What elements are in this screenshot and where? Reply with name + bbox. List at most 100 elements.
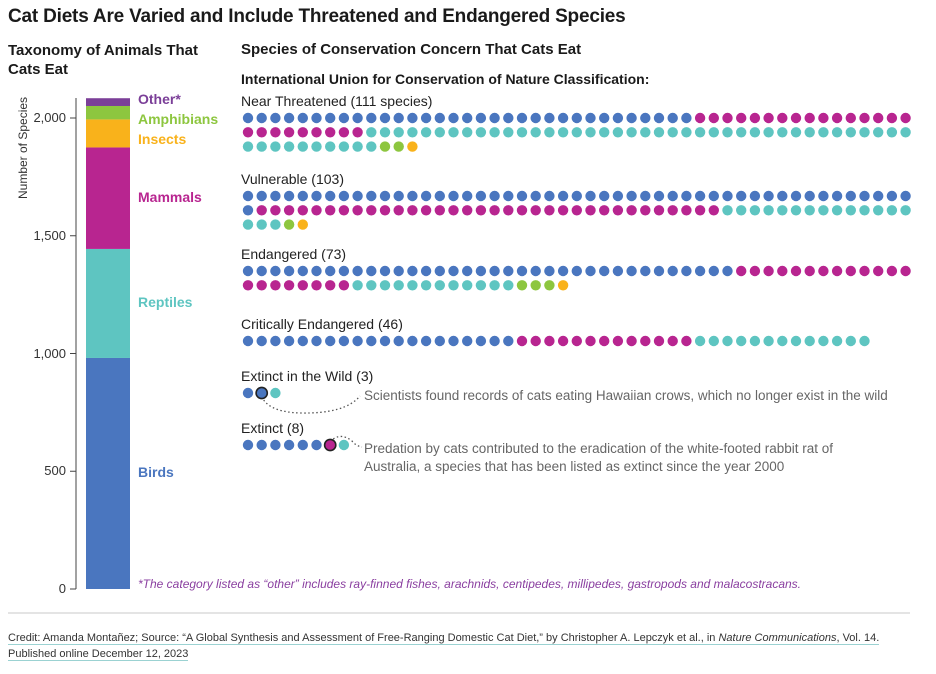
dot-endangered-insects [557, 280, 569, 291]
dot-endangered-birds [256, 265, 267, 277]
dot-critically-endangered-reptiles [831, 335, 843, 347]
dot-vulnerable-birds [325, 190, 336, 202]
dot-vulnerable-birds [653, 190, 665, 202]
dot-vulnerable-mammals [530, 205, 541, 216]
dot-near-threatened-reptiles [886, 127, 898, 138]
dot-vulnerable-reptiles [736, 205, 747, 216]
dot-near-threatened-birds [585, 112, 596, 124]
dot-vulnerable-birds [256, 190, 267, 202]
dot-critically-endangered-reptiles [845, 335, 856, 347]
dot-endangered-amphibians [544, 280, 555, 291]
dot-extinct-birds [283, 439, 295, 451]
dot-endangered-reptiles [366, 280, 377, 291]
dot-endangered-mammals [900, 265, 911, 277]
bar-segment-amphibians [86, 105, 130, 120]
dot-vulnerable-mammals [612, 205, 624, 216]
dot-near-threatened-mammals [708, 112, 719, 124]
segment-label-mammals: Mammals [138, 189, 202, 206]
dot-endangered-birds [462, 265, 473, 277]
dot-endangered-reptiles [448, 280, 459, 291]
dot-endangered-birds [366, 265, 377, 277]
dot-near-threatened-reptiles [407, 127, 418, 138]
dot-critically-endangered-mammals [667, 335, 678, 347]
dot-endangered-birds [270, 265, 281, 277]
dot-critically-endangered-birds [338, 335, 350, 347]
dot-near-threatened-birds [544, 112, 555, 124]
dot-endangered-birds [722, 265, 733, 277]
dot-vulnerable-mammals [694, 205, 706, 216]
dot-vulnerable-mammals [283, 205, 295, 216]
dot-endangered-birds [599, 265, 610, 277]
dot-endangered-mammals [242, 280, 254, 291]
dot-vulnerable-reptiles [256, 219, 267, 230]
dot-near-threatened-reptiles [393, 127, 404, 138]
group-label-critically-endangered-46: Critically Endangered (46) [241, 316, 403, 332]
dot-vulnerable-insects [297, 219, 308, 230]
dot-endangered-birds [585, 265, 596, 277]
dot-vulnerable-birds [722, 190, 733, 202]
dot-near-threatened-reptiles [763, 127, 774, 138]
dot-endangered-birds [612, 265, 624, 277]
taxonomy-title: Taxonomy of Animals That Cats Eat [8, 42, 199, 78]
dot-near-threatened-reptiles [708, 127, 719, 138]
dot-vulnerable-mammals [475, 205, 487, 216]
dot-vulnerable-birds [667, 190, 678, 202]
dot-vulnerable-mammals [448, 205, 459, 216]
dot-extinct-in-the-wild-birds [242, 387, 254, 399]
dot-near-threatened-mammals [873, 112, 884, 124]
dot-endangered-reptiles [475, 280, 487, 291]
dot-vulnerable-mammals [653, 205, 665, 216]
dot-vulnerable-reptiles [845, 205, 856, 216]
dot-critically-endangered-reptiles [763, 335, 774, 347]
dot-endangered-birds [448, 265, 459, 277]
dot-endangered-mammals [818, 265, 829, 277]
dot-endangered-birds [297, 265, 308, 277]
dot-vulnerable-birds [297, 190, 308, 202]
credit-journal: Nature Communications [718, 632, 837, 645]
dot-vulnerable-birds [448, 190, 459, 202]
dot-endangered-birds [640, 265, 651, 277]
dot-critically-endangered-reptiles [749, 335, 761, 347]
bar-segment-mammals [86, 147, 130, 249]
dot-critically-endangered-birds [407, 335, 418, 347]
dot-vulnerable-birds [585, 190, 596, 202]
dot-critically-endangered-reptiles [694, 335, 706, 347]
dot-vulnerable-birds [831, 190, 843, 202]
dot-critically-endangered-reptiles [722, 335, 733, 347]
dot-vulnerable-birds [886, 190, 898, 202]
dot-near-threatened-mammals [736, 112, 747, 124]
dot-near-threatened-mammals [749, 112, 761, 124]
dot-critically-endangered-mammals [544, 335, 555, 347]
dot-endangered-birds [503, 265, 514, 277]
dot-endangered-amphibians [516, 280, 528, 291]
dot-critically-endangered-mammals [653, 335, 665, 347]
dot-near-threatened-mammals [790, 112, 802, 124]
dot-near-threatened-mammals [694, 112, 706, 124]
dot-near-threatened-mammals [722, 112, 733, 124]
dot-near-threatened-mammals [325, 127, 336, 138]
dot-vulnerable-birds [242, 205, 254, 216]
dot-endangered-mammals [859, 265, 870, 277]
dot-near-threatened-reptiles [352, 141, 363, 152]
dot-vulnerable-birds [475, 190, 487, 202]
dot-critically-endangered-reptiles [777, 335, 788, 347]
dot-vulnerable-reptiles [790, 205, 802, 216]
dot-near-threatened-mammals [886, 112, 898, 124]
dot-vulnerable-birds [557, 190, 569, 202]
dot-endangered-birds [516, 265, 528, 277]
dot-critically-endangered-mammals [530, 335, 541, 347]
dot-near-threatened-birds [530, 112, 541, 124]
dot-endangered-birds [475, 265, 487, 277]
dot-near-threatened-birds [653, 112, 665, 124]
dot-vulnerable-mammals [393, 205, 404, 216]
dot-near-threatened-birds [242, 112, 254, 124]
dot-vulnerable-reptiles [804, 205, 815, 216]
dot-critically-endangered-birds [448, 335, 459, 347]
annotation-hawaiian-crow: Scientists found records of cats eating … [364, 388, 888, 403]
dot-near-threatened-amphibians [379, 141, 391, 152]
dot-near-threatened-reptiles [503, 127, 514, 138]
dot-vulnerable-mammals [325, 205, 336, 216]
dot-endangered-reptiles [393, 280, 404, 291]
dot-endangered-mammals [270, 280, 281, 291]
dot-near-threatened-mammals [845, 112, 856, 124]
